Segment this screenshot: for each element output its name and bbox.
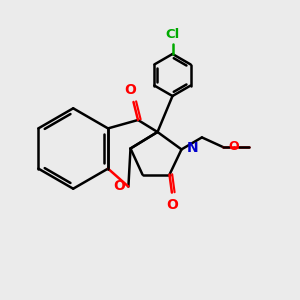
Text: O: O bbox=[229, 140, 239, 153]
Text: N: N bbox=[187, 141, 199, 155]
Text: O: O bbox=[167, 198, 178, 212]
Text: O: O bbox=[113, 179, 125, 193]
Text: Cl: Cl bbox=[165, 28, 180, 41]
Text: O: O bbox=[124, 82, 136, 97]
